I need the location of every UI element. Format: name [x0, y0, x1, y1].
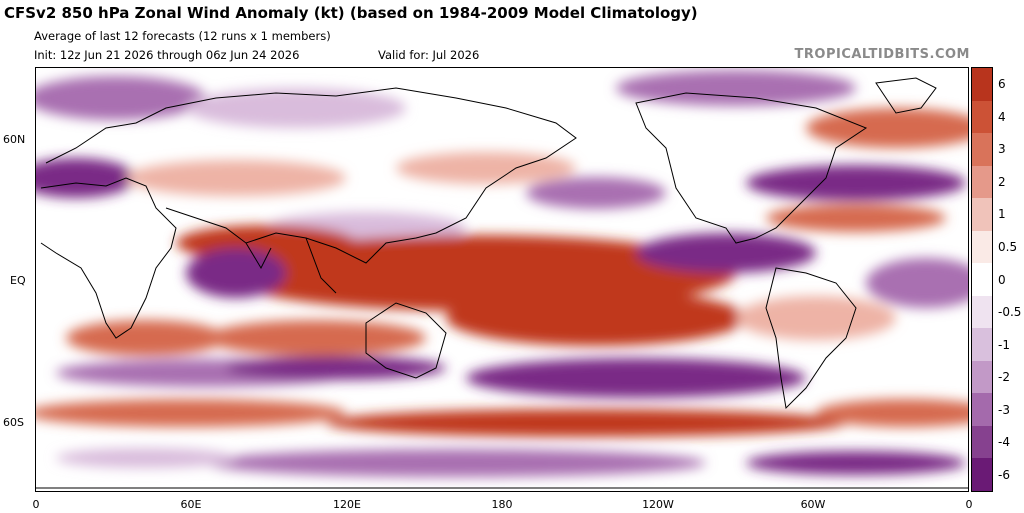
legend-label: -3 — [998, 402, 1010, 417]
legend-label: -2 — [998, 370, 1010, 385]
map-subtitle: Average of last 12 forecasts (12 runs x … — [34, 29, 331, 43]
valid-time: Valid for: Jul 2026 — [378, 48, 480, 62]
legend-label: -0.5 — [998, 305, 1022, 320]
legend-swatch — [972, 165, 992, 199]
legend-swatch — [972, 100, 992, 134]
legend-swatch — [972, 263, 992, 296]
legend-swatch — [972, 68, 992, 101]
lon-label-60w: 60W — [800, 498, 826, 511]
legend-label: 3 — [998, 142, 1006, 157]
legend-swatch — [972, 133, 992, 166]
coastlines — [36, 77, 968, 489]
anomaly-field — [36, 70, 968, 477]
lon-label-120w: 120W — [642, 498, 674, 511]
lon-label-0-west: 0 — [32, 498, 40, 511]
legend-swatch — [972, 230, 992, 264]
legend-label: -1 — [998, 337, 1010, 352]
legend-label: 0 — [998, 272, 1006, 287]
legend-swatch — [972, 198, 992, 231]
wind-anomaly-map — [35, 67, 969, 492]
init-time: Init: 12z Jun 21 2026 through 06z Jun 24… — [34, 48, 300, 62]
legend-label: -4 — [998, 435, 1010, 450]
legend-swatch — [972, 360, 992, 394]
legend-swatch — [972, 425, 992, 459]
legend-label: 2 — [998, 174, 1006, 189]
lon-label-60e: 60E — [180, 498, 202, 511]
lat-label-60n: 60N — [3, 133, 26, 146]
lat-label-60s: 60S — [3, 416, 24, 429]
legend-swatch — [972, 393, 992, 426]
legend-label: 4 — [998, 109, 1006, 124]
legend-swatch — [972, 295, 992, 329]
lat-label-eq: EQ — [10, 274, 26, 287]
brand-watermark: TROPICALTIDBITS.COM — [794, 47, 970, 62]
color-legend-bar — [971, 67, 993, 492]
map-title: CFSv2 850 hPa Zonal Wind Anomaly (kt) (b… — [4, 4, 698, 22]
legend-swatch — [972, 328, 992, 361]
map-canvas — [36, 70, 968, 489]
lon-label-180: 180 — [491, 498, 513, 511]
legend-label: 0.5 — [998, 239, 1018, 254]
legend-swatch — [972, 458, 992, 491]
legend-label: -6 — [998, 467, 1010, 482]
lon-label-120e: 120E — [333, 498, 361, 511]
lon-label-0-east: 0 — [965, 498, 973, 511]
legend-label: 6 — [998, 77, 1006, 92]
legend-label: 1 — [998, 207, 1006, 222]
